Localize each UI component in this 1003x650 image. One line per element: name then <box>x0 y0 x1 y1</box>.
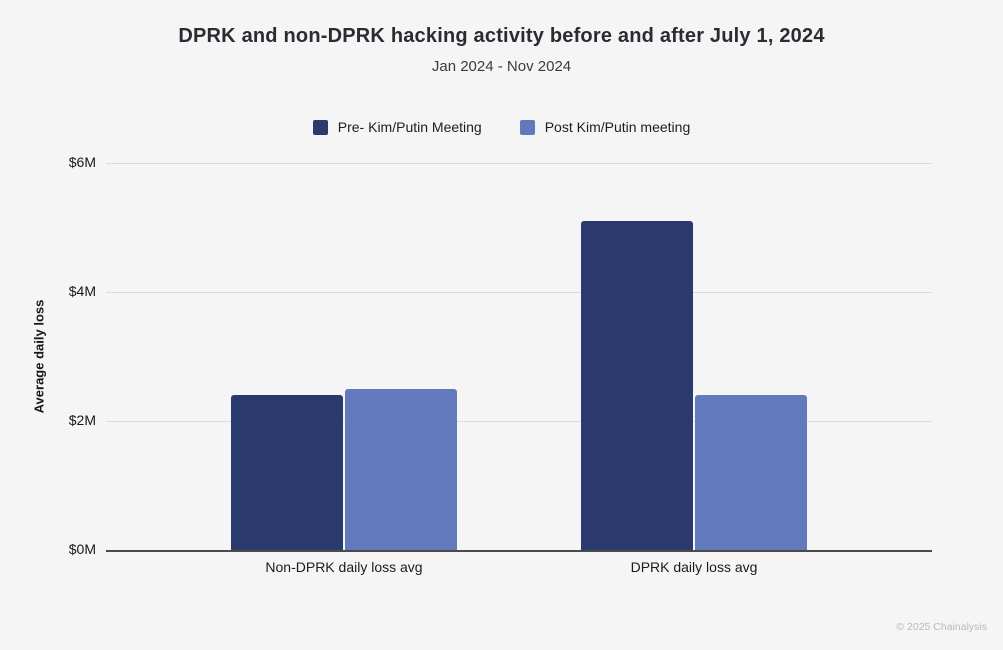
chart-subtitle: Jan 2024 - Nov 2024 <box>431 58 572 75</box>
x-category-label: Non-DPRK daily loss avg <box>265 559 423 575</box>
x-category-label: DPRK daily loss avg <box>630 559 758 575</box>
bar-post-category-0 <box>345 389 457 550</box>
y-tick-label: $2M <box>68 412 96 428</box>
bar-pre-category-1 <box>581 221 693 550</box>
y-tick-label: $0M <box>68 541 96 557</box>
legend: Pre- Kim/Putin Meeting Post Kim/Putin mee… <box>0 119 1003 135</box>
chart-title: DPRK and non-DPRK hacking activity befor… <box>178 25 825 47</box>
gridline <box>106 163 932 164</box>
legend-item: Post Kim/Putin meeting <box>519 119 691 135</box>
bar-post-category-1 <box>695 395 807 550</box>
y-tick-label: $4M <box>68 283 96 299</box>
gridline <box>106 292 932 293</box>
gridline <box>106 421 932 422</box>
legend-swatch <box>519 119 535 135</box>
plot-area <box>106 163 932 552</box>
copyright-note: © 2025 Chainalysis <box>896 621 987 633</box>
bar-pre-category-0 <box>231 395 343 550</box>
y-tick-label: $6M <box>68 154 96 170</box>
legend-label: Post Kim/Putin meeting <box>544 119 691 135</box>
legend-item: Pre- Kim/Putin Meeting <box>312 119 482 135</box>
legend-label: Pre- Kim/Putin Meeting <box>337 119 482 135</box>
legend-swatch <box>312 119 328 135</box>
x-axis-line <box>106 550 932 552</box>
